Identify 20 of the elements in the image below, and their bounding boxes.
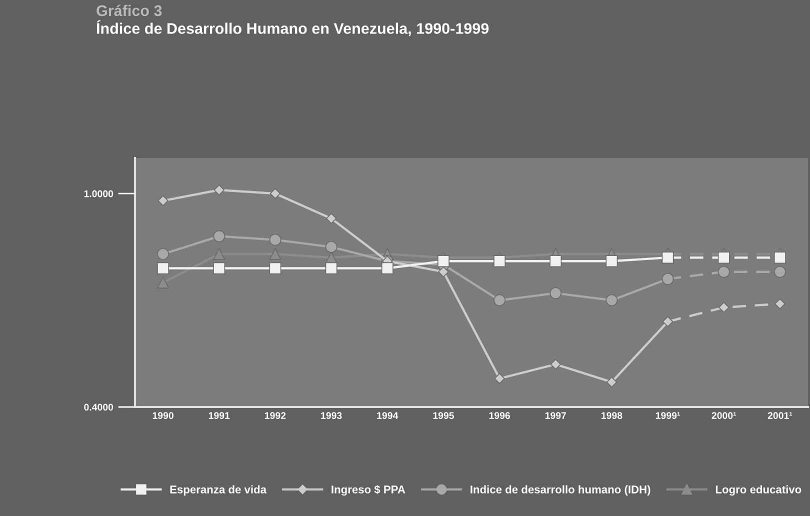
y-tick-label: 1.0000	[84, 190, 114, 198]
x-tick-label: 2001¹	[768, 412, 792, 419]
x-tick-label: 1997	[545, 412, 566, 419]
legend-label: Ingreso $ PPA	[332, 485, 406, 496]
x-tick-label: 2000¹	[712, 412, 736, 419]
x-tick-label: 1994	[377, 412, 398, 419]
legend-label: Logro educativo	[716, 485, 802, 496]
x-tick-label: 1996	[489, 412, 510, 419]
chart-title: Índice de Desarrollo Humano en Venezuela, 1990-1999	[96, 20, 489, 36]
x-tick-label: 1991	[208, 412, 230, 419]
x-tick-label: 1995	[433, 412, 454, 419]
x-tick-label: 1999¹	[656, 412, 680, 419]
y-tick-label: 0.4000	[84, 404, 114, 411]
x-tick-label: 1993	[321, 412, 342, 420]
chart-subtitle: Gráfico 3	[96, 4, 162, 16]
x-tick-label: 1998	[602, 412, 622, 419]
legend-label: Indice de desarrollo humano (IDH)	[470, 485, 650, 496]
x-tick-label: 1990	[152, 412, 174, 419]
legend-label: Esperanza de vida	[170, 485, 267, 496]
x-tick-label: 1992	[265, 412, 286, 419]
